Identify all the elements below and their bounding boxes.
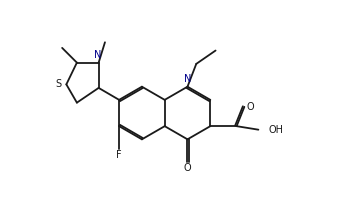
Text: OH: OH — [268, 125, 283, 135]
Text: O: O — [184, 163, 191, 173]
Text: N: N — [184, 74, 191, 84]
Text: O: O — [246, 102, 254, 112]
Text: F: F — [116, 150, 122, 160]
Text: S: S — [56, 79, 62, 89]
Text: N: N — [94, 50, 102, 60]
